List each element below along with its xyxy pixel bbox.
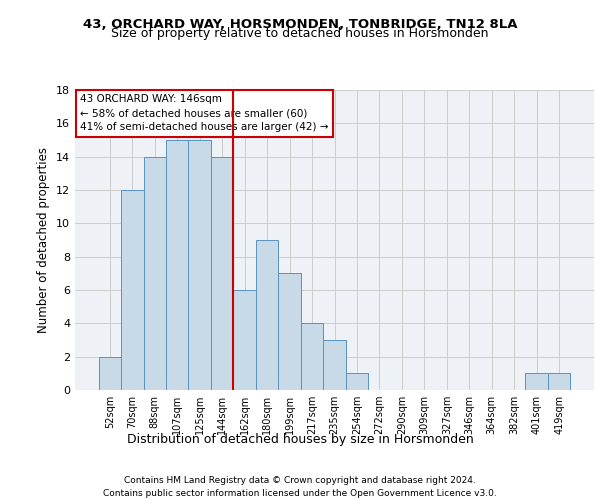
Bar	[323, 340, 346, 390]
Bar	[346, 374, 368, 390]
Text: 43, ORCHARD WAY, HORSMONDEN, TONBRIDGE, TN12 8LA: 43, ORCHARD WAY, HORSMONDEN, TONBRIDGE, …	[83, 18, 517, 30]
Y-axis label: Number of detached properties: Number of detached properties	[37, 147, 50, 333]
Text: 43 ORCHARD WAY: 146sqm
← 58% of detached houses are smaller (60)
41% of semi-det: 43 ORCHARD WAY: 146sqm ← 58% of detached…	[80, 94, 329, 132]
Bar	[98, 356, 121, 390]
Bar	[301, 324, 323, 390]
Text: Distribution of detached houses by size in Horsmonden: Distribution of detached houses by size …	[127, 432, 473, 446]
Bar	[166, 140, 188, 390]
Bar	[548, 374, 571, 390]
Bar	[121, 190, 143, 390]
Bar	[278, 274, 301, 390]
Bar	[211, 156, 233, 390]
Bar	[188, 140, 211, 390]
Text: Contains HM Land Registry data © Crown copyright and database right 2024.: Contains HM Land Registry data © Crown c…	[124, 476, 476, 485]
Text: Contains public sector information licensed under the Open Government Licence v3: Contains public sector information licen…	[103, 489, 497, 498]
Bar	[143, 156, 166, 390]
Text: Size of property relative to detached houses in Horsmonden: Size of property relative to detached ho…	[111, 28, 489, 40]
Bar	[526, 374, 548, 390]
Bar	[233, 290, 256, 390]
Bar	[256, 240, 278, 390]
